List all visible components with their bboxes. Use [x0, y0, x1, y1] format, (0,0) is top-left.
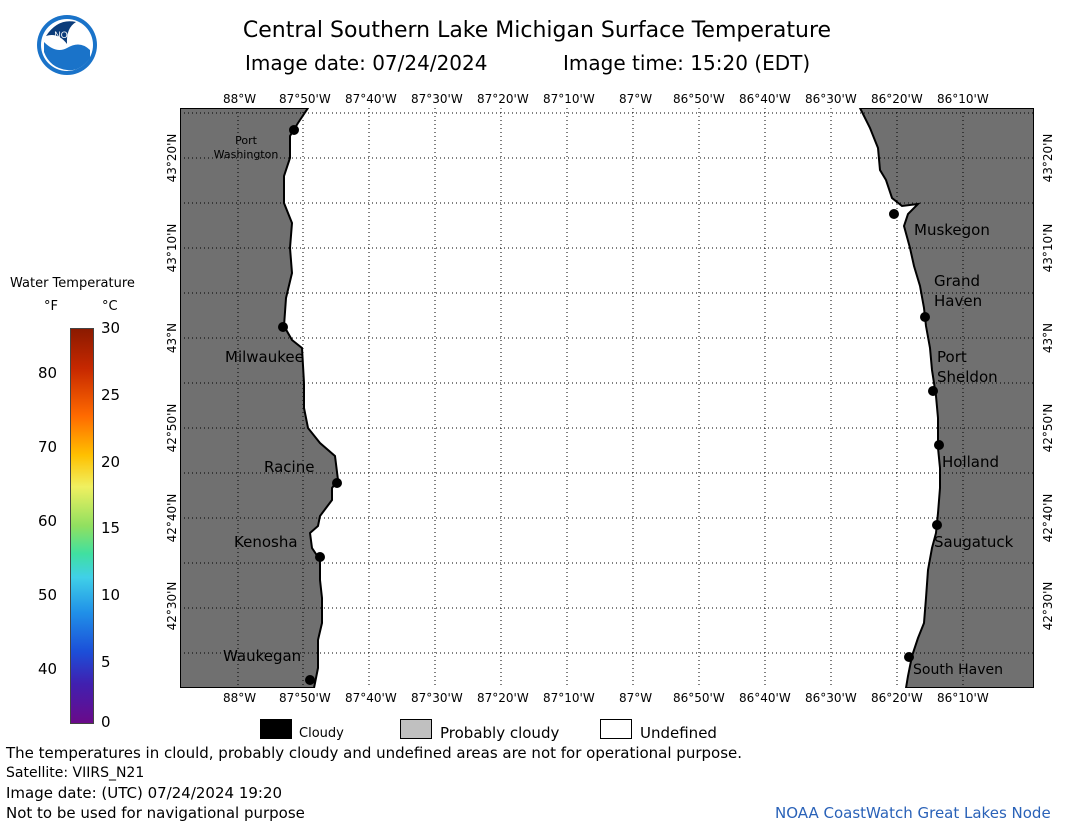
- colorbar-unit-f: °F: [44, 299, 58, 314]
- lon-label: 86°10'W: [937, 92, 989, 106]
- c-tick: 0: [101, 713, 111, 731]
- image-time: Image time: 15:20 (EDT): [563, 51, 811, 75]
- lat-label: 43°20'N: [1041, 133, 1055, 183]
- map-panel: [179, 107, 1035, 689]
- legend-label-undefined: Undefined: [640, 724, 717, 742]
- footer-credit: NOAA CoastWatch Great Lakes Node: [775, 804, 1051, 822]
- c-tick: 15: [101, 519, 121, 537]
- legend-swatch-cloudy: [260, 719, 292, 739]
- legend-label-cloudy: Cloudy: [299, 726, 344, 741]
- city-marker-kenosha: [315, 552, 325, 562]
- lon-label: 87°50'W: [279, 92, 331, 106]
- footer-utc-date: Image date: (UTC) 07/24/2024 19:20: [6, 784, 283, 802]
- lon-label: 86°30'W: [805, 92, 857, 106]
- lon-label: 87°20'W: [477, 691, 529, 705]
- lat-label: 43°10'N: [165, 223, 179, 273]
- city-label-milwaukee: Milwaukee: [225, 348, 304, 366]
- city-label-holland: Holland: [942, 453, 1000, 471]
- legend-label-probably-cloudy: Probably cloudy: [440, 724, 560, 742]
- lon-label: 86°50'W: [673, 92, 725, 106]
- noaa-logo-text: NOAA: [54, 30, 80, 40]
- lon-label: 86°10'W: [937, 691, 989, 705]
- lat-label: 42°50'N: [165, 403, 179, 453]
- page-title: Central Southern Lake Michigan Surface T…: [242, 18, 832, 43]
- city-marker-waukegan: [305, 675, 315, 685]
- city-marker-racine: [332, 478, 342, 488]
- city-marker-south-haven: [904, 652, 914, 662]
- lon-label: 86°30'W: [805, 691, 857, 705]
- map-svg: [179, 107, 1035, 689]
- city-label-muskegon: Muskegon: [914, 221, 990, 239]
- city-label-kenosha: Kenosha: [234, 533, 298, 551]
- city-label-racine: Racine: [264, 458, 315, 476]
- noaa-logo: NOAA: [36, 14, 98, 76]
- legend-swatch-probably-cloudy: [400, 719, 432, 739]
- lon-label: 88°W: [223, 691, 257, 705]
- footer-nav-warning: Not to be used for navigational purpose: [6, 804, 305, 822]
- lon-label: 86°40'W: [739, 691, 791, 705]
- lon-label: 86°20'W: [871, 92, 923, 106]
- city-label-waukegan: Waukegan: [223, 647, 302, 665]
- city-label-grand-haven: Grand Haven: [934, 272, 983, 310]
- city-marker-holland: [934, 440, 944, 450]
- lon-label: 87°10'W: [543, 92, 595, 106]
- city-marker-port-washington: [289, 125, 299, 135]
- city-label-port-washington: Port Washington: [213, 134, 279, 161]
- c-tick: 5: [101, 653, 111, 671]
- colorbar-gradient: [70, 328, 94, 724]
- lon-label: 87°50'W: [279, 691, 331, 705]
- city-marker-milwaukee: [278, 322, 288, 332]
- city-marker-port-sheldon: [928, 386, 938, 396]
- footer-disclaimer: The temperatures in clould, probably clo…: [6, 744, 743, 762]
- lon-label: 87°30'W: [411, 92, 463, 106]
- c-tick: 10: [101, 586, 121, 604]
- lat-label: 42°40'N: [1041, 493, 1055, 543]
- lon-label: 86°50'W: [673, 691, 725, 705]
- lat-label: 42°40'N: [165, 493, 179, 543]
- lon-label: 87°40'W: [345, 92, 397, 106]
- f-tick: 40: [38, 660, 58, 678]
- colorbar-unit-c: °C: [102, 299, 118, 314]
- city-marker-grand-haven: [920, 312, 930, 322]
- lon-label: 87°W: [619, 92, 653, 106]
- lat-label: 43°10'N: [1041, 223, 1055, 273]
- city-label-saugatuck: Saugatuck: [934, 533, 1014, 551]
- lat-label: 42°30'N: [1041, 581, 1055, 631]
- city-label-port-sheldon: Port Sheldon: [937, 348, 998, 386]
- lon-label: 87°20'W: [477, 92, 529, 106]
- east-shore-land: [858, 107, 1035, 689]
- lat-label: 43°N: [165, 322, 179, 354]
- east-coast-trace: [855, 107, 919, 309]
- west-shore-land: [179, 107, 340, 689]
- footer-satellite: Satellite: VIIRS_N21: [6, 765, 145, 781]
- lon-label: 87°W: [619, 691, 653, 705]
- f-tick: 50: [38, 586, 58, 604]
- c-tick: 20: [101, 453, 121, 471]
- map-graticule: [180, 108, 1034, 688]
- lon-label: 86°40'W: [739, 92, 791, 106]
- f-tick: 80: [38, 364, 58, 382]
- legend-swatch-undefined: [600, 719, 632, 739]
- city-marker-saugatuck: [932, 520, 942, 530]
- c-tick: 25: [101, 386, 121, 404]
- city-marker-muskegon: [889, 209, 899, 219]
- colorbar-title: Water Temperature: [10, 276, 135, 291]
- lon-label: 87°10'W: [543, 691, 595, 705]
- city-label-south-haven: South Haven: [913, 662, 1004, 678]
- c-tick: 30: [101, 319, 121, 337]
- lat-label: 42°50'N: [1041, 403, 1055, 453]
- lon-label: 88°W: [223, 92, 257, 106]
- f-tick: 70: [38, 438, 58, 456]
- lat-label: 42°30'N: [165, 581, 179, 631]
- f-tick: 60: [38, 512, 58, 530]
- lat-label: 43°N: [1041, 322, 1055, 354]
- lake-water: [180, 108, 1034, 688]
- image-date: Image date: 07/24/2024: [245, 51, 488, 75]
- lon-label: 86°20'W: [871, 691, 923, 705]
- lat-label: 43°20'N: [165, 133, 179, 183]
- lon-label: 87°30'W: [411, 691, 463, 705]
- lon-label: 87°40'W: [345, 691, 397, 705]
